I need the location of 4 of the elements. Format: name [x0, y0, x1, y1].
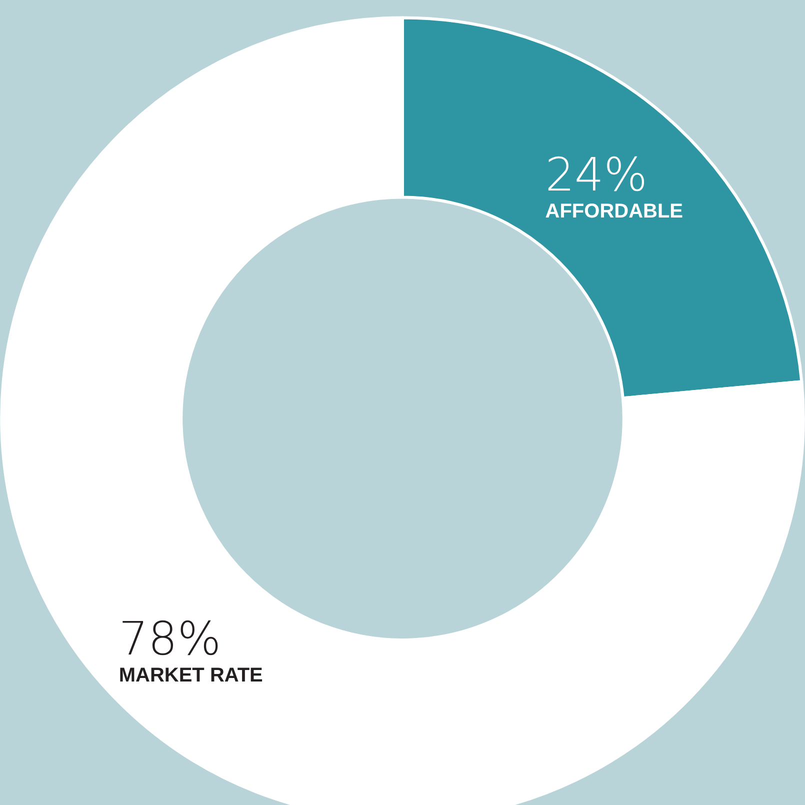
- slice-label: AFFORDABLE: [545, 200, 684, 222]
- data-label: 78%: [118, 612, 222, 666]
- data-label: 24%: [545, 147, 648, 202]
- slice-label: MARKET RATE: [118, 664, 263, 687]
